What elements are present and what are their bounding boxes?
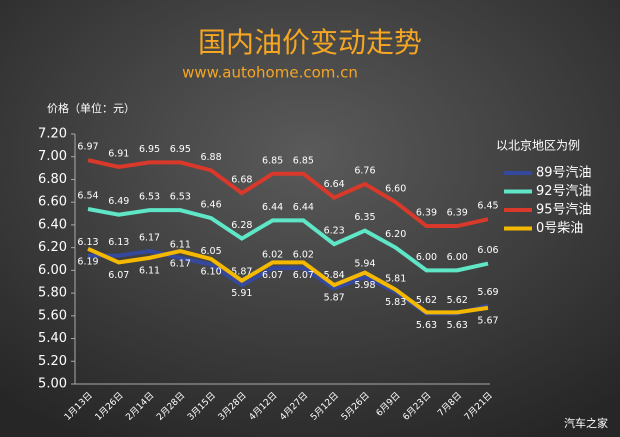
data-label: 6.05 xyxy=(200,246,221,257)
watermark: 汽车之家 xyxy=(564,416,608,430)
legend-label: 89号汽油 xyxy=(536,166,592,181)
data-label: 5.67 xyxy=(477,315,498,326)
data-label: 6.17 xyxy=(139,233,160,244)
data-label: 6.95 xyxy=(139,144,160,155)
data-label: 6.39 xyxy=(416,208,437,219)
data-label: 5.63 xyxy=(416,320,437,331)
legend-label: 92号汽油 xyxy=(536,184,592,199)
data-label: 6.07 xyxy=(293,270,314,281)
data-label: 6.06 xyxy=(477,245,498,256)
data-label: 5.94 xyxy=(354,259,375,270)
y-tick-label: 5.00 xyxy=(38,377,67,392)
y-tick-label: 6.00 xyxy=(38,263,67,278)
data-label: 6.45 xyxy=(477,201,498,212)
data-label: 6.76 xyxy=(354,166,375,177)
data-label: 6.85 xyxy=(262,155,283,166)
data-label: 5.81 xyxy=(385,273,406,284)
data-label: 6.35 xyxy=(354,212,375,223)
data-label: 5.69 xyxy=(477,287,498,298)
legend-title: 以北京地区为例 xyxy=(496,139,580,153)
data-label: 6.44 xyxy=(293,202,314,213)
y-tick-label: 5.60 xyxy=(38,308,67,323)
chart-subtitle: www.autohome.com.cn xyxy=(182,64,358,82)
y-tick-label: 7.00 xyxy=(38,149,67,164)
data-label: 5.62 xyxy=(416,295,437,306)
y-tick-label: 5.40 xyxy=(38,331,67,346)
data-label: 5.63 xyxy=(447,320,468,331)
data-label: 5.84 xyxy=(324,270,345,281)
data-label: 5.87 xyxy=(231,267,252,278)
y-tick-label: 5.20 xyxy=(38,354,67,369)
data-label: 6.07 xyxy=(108,270,129,281)
data-label: 6.53 xyxy=(139,192,160,203)
data-label: 6.68 xyxy=(231,175,252,186)
data-label: 6.02 xyxy=(262,250,283,261)
data-label: 6.20 xyxy=(385,229,406,240)
data-label: 6.46 xyxy=(200,200,221,211)
data-label: 5.83 xyxy=(385,297,406,308)
y-tick-label: 6.40 xyxy=(38,217,67,232)
data-label: 6.19 xyxy=(77,256,98,267)
y-axis-title: 价格（单位：元） xyxy=(47,101,135,115)
data-label: 6.49 xyxy=(108,196,129,207)
data-label: 6.13 xyxy=(108,237,129,248)
data-label: 6.91 xyxy=(108,148,129,159)
y-tick-label: 6.60 xyxy=(38,195,67,210)
data-label: 6.97 xyxy=(77,142,98,153)
data-label: 5.87 xyxy=(324,293,345,304)
data-label: 6.13 xyxy=(77,237,98,248)
line-series xyxy=(87,158,489,229)
data-label: 5.91 xyxy=(231,288,252,299)
chart-title: 国内油价变动走势 xyxy=(198,26,422,59)
data-label: 6.02 xyxy=(293,250,314,261)
data-label: 6.64 xyxy=(324,179,345,190)
data-label: 6.23 xyxy=(324,226,345,237)
data-label: 6.28 xyxy=(231,220,252,231)
y-tick-label: 5.80 xyxy=(38,286,67,301)
data-label: 6.53 xyxy=(170,192,191,203)
y-tick-label: 6.80 xyxy=(38,172,67,187)
data-label: 6.00 xyxy=(416,252,437,263)
y-tick-label: 6.20 xyxy=(38,240,67,255)
line-series xyxy=(87,207,489,273)
line-series xyxy=(87,246,489,315)
data-label: 6.54 xyxy=(77,191,98,202)
data-label: 6.85 xyxy=(293,155,314,166)
data-label: 6.10 xyxy=(200,267,221,278)
data-label: 6.88 xyxy=(200,152,221,163)
data-label: 6.39 xyxy=(447,208,468,219)
data-label: 6.17 xyxy=(170,259,191,270)
data-label: 6.60 xyxy=(385,184,406,195)
y-tick-label: 7.20 xyxy=(38,127,67,142)
legend-label: 0号柴油 xyxy=(536,221,583,236)
data-label: 6.95 xyxy=(170,144,191,155)
data-label: 6.44 xyxy=(262,202,283,213)
legend-label: 95号汽油 xyxy=(536,203,592,218)
data-label: 6.11 xyxy=(170,239,191,250)
data-label: 5.62 xyxy=(447,295,468,306)
data-label: 6.11 xyxy=(139,265,160,276)
data-label: 6.07 xyxy=(262,270,283,281)
data-label: 5.98 xyxy=(354,280,375,291)
data-label: 6.00 xyxy=(447,252,468,263)
